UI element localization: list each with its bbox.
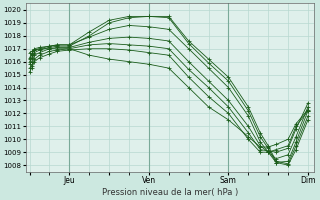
X-axis label: Pression niveau de la mer( hPa ): Pression niveau de la mer( hPa )	[102, 188, 238, 197]
